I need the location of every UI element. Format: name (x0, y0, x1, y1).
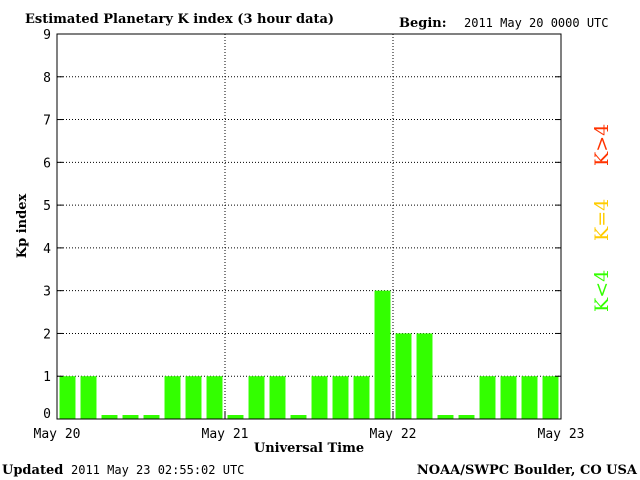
y-tick-label: 6 (43, 156, 51, 171)
kp-bar (353, 376, 370, 419)
kp-bar (59, 376, 76, 419)
kp-bar (122, 415, 139, 419)
legend-high: K>4 (591, 124, 613, 166)
y-tick-label: 8 (43, 71, 51, 86)
y-tick-label: 3 (43, 285, 51, 300)
kp-bar (416, 333, 433, 419)
grid-lines (57, 34, 561, 419)
begin-value: 2011 May 20 0000 UTC (464, 16, 609, 30)
x-axis-label: Universal Time (254, 441, 364, 456)
kp-bar (206, 376, 223, 419)
x-tick-label: May 21 (202, 427, 249, 442)
x-tick-label: May 22 (370, 427, 417, 442)
updated-value: 2011 May 23 02:55:02 UTC (71, 463, 244, 477)
kp-bar (185, 376, 202, 419)
kp-bar (332, 376, 349, 419)
kp-bar (437, 415, 454, 419)
y-tick-label: 0 (43, 407, 51, 422)
y-tick-label: 2 (43, 327, 51, 342)
chart-title: Estimated Planetary K index (3 hour data… (25, 12, 334, 27)
y-axis-ticks: 0 1 2 3 4 5 6 7 8 9 (43, 28, 561, 422)
kp-bar (290, 415, 307, 419)
y-tick-label: 7 (43, 114, 51, 129)
y-tick-label: 1 (43, 370, 51, 385)
kp-bar (101, 415, 118, 419)
kp-bar (458, 415, 475, 419)
y-tick-label: 9 (43, 28, 51, 43)
kp-bar (374, 290, 391, 419)
plot-area (57, 34, 561, 419)
kp-bar (269, 376, 286, 419)
x-tick-label: May 23 (538, 427, 585, 442)
kp-bar (227, 415, 244, 419)
y-tick-label: 5 (43, 199, 51, 214)
kp-bars (59, 290, 559, 419)
kp-bar (143, 415, 160, 419)
kp-bar (521, 376, 538, 419)
legend-low: K<4 (591, 270, 613, 312)
x-tick-label: May 20 (34, 427, 81, 442)
credit: NOAA/SWPC Boulder, CO USA (417, 463, 638, 478)
kp-bar (80, 376, 97, 419)
updated-label: Updated (2, 463, 63, 478)
kp-bar (395, 333, 412, 419)
kp-bar (248, 376, 265, 419)
kp-bar (311, 376, 328, 419)
plot-frame (56, 33, 562, 420)
kp-bar (479, 376, 496, 419)
y-tick-label: 4 (43, 242, 51, 257)
kp-bar (164, 376, 181, 419)
begin-label: Begin: (399, 16, 447, 31)
kp-bar (500, 376, 517, 419)
legend-equal: K=4 (591, 199, 613, 241)
x-axis-ticks: May 20 May 21 May 22 May 23 (34, 411, 585, 442)
kp-bar (542, 376, 559, 419)
y-axis-label: Kp index (15, 194, 30, 259)
